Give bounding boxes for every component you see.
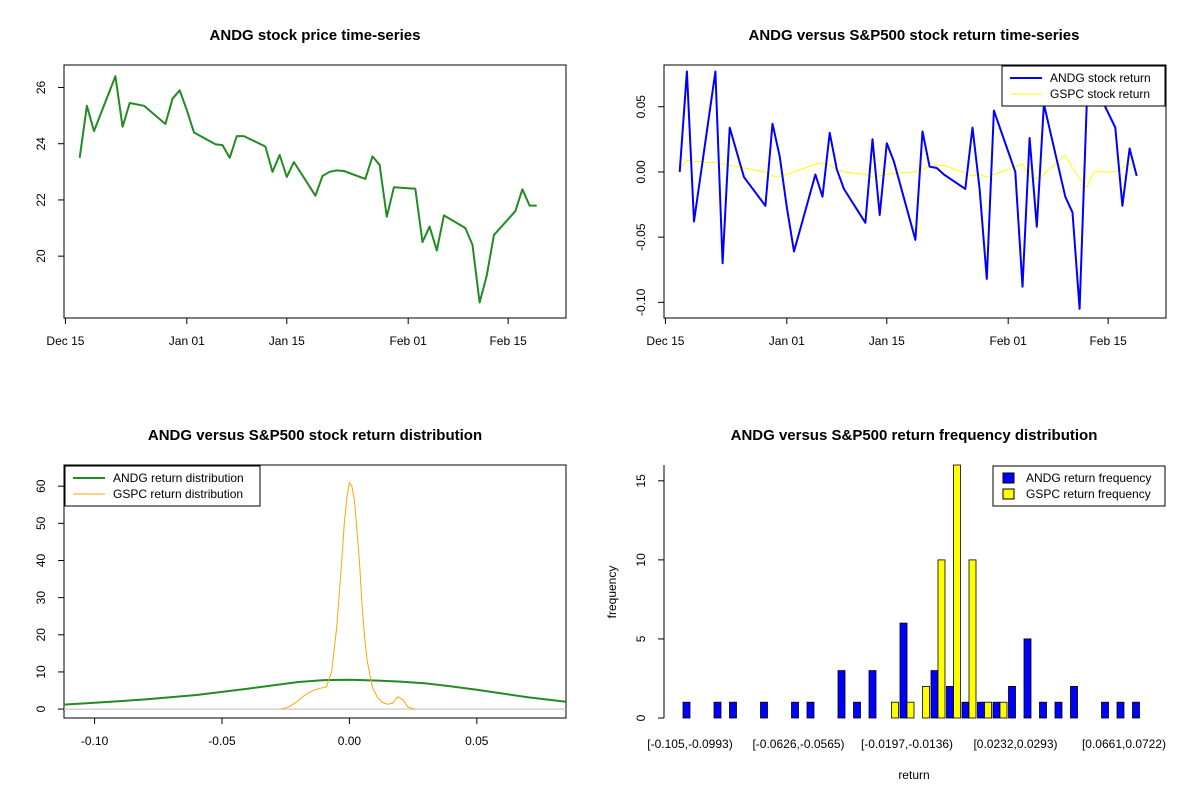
andg-frequency-bar — [760, 701, 768, 719]
density-x-tick-label: 0.00 — [338, 734, 362, 748]
legend-swatch — [1002, 472, 1015, 484]
frequency-chart-title: ANDG versus S&P500 return frequency dist… — [731, 427, 1098, 444]
return-x-tick-label: Jan 15 — [869, 334, 905, 348]
legend-label: ANDG stock return — [1050, 71, 1151, 85]
gspc-frequency-bar — [999, 701, 1008, 719]
andg-frequency-bar — [1070, 686, 1078, 719]
andg-frequency-bar — [868, 670, 877, 719]
density-x-tick-label: 0.05 — [465, 734, 489, 748]
density-y-tick-label: 60 — [34, 479, 48, 493]
gspc-frequency-bar — [984, 701, 992, 719]
frequency-y-tick-label: 0 — [634, 714, 648, 721]
legend-label: GSPC return frequency — [1026, 487, 1151, 501]
andg-frequency-bar — [1008, 686, 1016, 719]
price-x-tick-label: Jan 15 — [269, 334, 305, 348]
price-x-tick-label: Feb 01 — [390, 334, 428, 348]
return-x-tick-label: Feb 15 — [1089, 334, 1127, 348]
density-y-tick-label: 50 — [34, 516, 48, 530]
andg-frequency-bar — [837, 670, 846, 719]
price-y-tick-label: 22 — [34, 193, 48, 207]
price-timeseries-panel: ANDG stock price time-series Dec 15 Jan 0… — [34, 27, 567, 348]
plot-frame — [663, 64, 1167, 319]
legend-swatch — [1002, 488, 1015, 500]
return-timeseries-panel: ANDG versus S&P500 stock return time-ser… — [634, 27, 1167, 348]
andg-frequency-bar — [791, 701, 799, 719]
price-y-tick-label: 26 — [34, 80, 48, 94]
legend-box — [992, 465, 1166, 507]
andg-frequency-bar — [930, 670, 939, 719]
price-y-tick-label: 20 — [34, 249, 48, 263]
andg-frequency-bar — [1023, 638, 1032, 719]
return-y-tick-label: -0.10 — [634, 288, 648, 316]
legend-label: GSPC stock return — [1050, 87, 1150, 101]
price-chart-title: ANDG stock price time-series — [210, 27, 421, 44]
density-y-tick-label: 10 — [34, 665, 48, 679]
andg-frequency-bar — [682, 701, 691, 719]
andg-frequency-bar — [961, 701, 970, 719]
frequency-x-tick-label: [-0.0197,-0.0136) — [861, 737, 953, 751]
return-x-tick-label: Jan 01 — [769, 334, 805, 348]
legend-label: ANDG return frequency — [1026, 471, 1151, 485]
frequency-x-tick-label: [-0.105,-0.0993) — [647, 737, 732, 751]
gspc-frequency-bar — [937, 559, 946, 719]
density-y-tick-label: 20 — [34, 628, 48, 642]
andg-return-line — [678, 70, 1138, 310]
price-line — [78, 75, 537, 304]
andg-frequency-bar — [853, 701, 861, 719]
andg-frequency-bar — [1101, 701, 1109, 719]
density-x-tick-label: -0.05 — [208, 734, 236, 748]
legend-label: ANDG return distribution — [113, 471, 244, 485]
andg-frequency-bar — [1054, 701, 1063, 719]
andg-frequency-bar — [1039, 701, 1047, 719]
price-x-tick-label: Dec 15 — [46, 334, 84, 348]
gspc-frequency-bar — [968, 559, 977, 719]
plot-frame — [63, 64, 567, 319]
frequency-y-axis-label: frequency — [605, 566, 619, 619]
andg-frequency-bar — [729, 701, 737, 719]
plot-frame — [63, 464, 567, 719]
density-y-tick-label: 40 — [34, 553, 48, 567]
return-distribution-panel: ANDG versus S&P500 stock return distribu… — [34, 427, 567, 748]
price-x-tick-label: Jan 01 — [169, 334, 205, 348]
andg-frequency-bar — [977, 701, 985, 719]
legend-box — [64, 465, 261, 507]
andg-frequency-bar — [1132, 701, 1140, 719]
distribution-chart-title: ANDG versus S&P500 stock return distribu… — [148, 427, 482, 444]
andg-frequency-bar — [946, 686, 954, 719]
frequency-x-tick-label: [-0.0626,-0.0565) — [752, 737, 844, 751]
frequency-x-axis-label: return — [898, 768, 929, 782]
density-y-tick-label: 0 — [34, 705, 48, 712]
return-y-tick-label: -0.05 — [634, 223, 648, 251]
frequency-y-tick-label: 10 — [634, 553, 648, 567]
return-x-tick-label: Dec 15 — [646, 334, 684, 348]
legend-box — [1001, 65, 1166, 107]
legend-label: GSPC return distribution — [113, 487, 243, 501]
frequency-x-tick-label: [0.0661,0.0722) — [1082, 737, 1166, 751]
frequency-distribution-panel: ANDG versus S&P500 return frequency dist… — [605, 427, 1166, 782]
return-x-tick-label: Feb 01 — [990, 334, 1028, 348]
andg-frequency-bar — [806, 701, 815, 719]
frequency-y-tick-label: 15 — [634, 474, 648, 488]
andg-density-line — [63, 678, 567, 706]
gspc-frequency-bar — [953, 464, 961, 719]
frequency-y-tick-label: 5 — [634, 635, 648, 642]
price-y-tick-label: 24 — [34, 137, 48, 151]
price-x-tick-label: Feb 15 — [489, 334, 527, 348]
andg-frequency-bar — [1116, 701, 1125, 719]
andg-frequency-bar — [899, 622, 908, 719]
return-y-tick-label: 0.00 — [634, 160, 648, 184]
return-chart-title: ANDG versus S&P500 stock return time-ser… — [749, 27, 1080, 44]
gspc-frequency-bar — [922, 686, 930, 719]
gspc-frequency-bar — [891, 701, 899, 719]
frequency-x-tick-label: [0.0232,0.0293) — [973, 737, 1057, 751]
gspc-frequency-bar — [906, 701, 915, 719]
andg-frequency-bar — [713, 701, 722, 719]
andg-frequency-bar — [992, 701, 1001, 719]
density-x-tick-label: -0.10 — [81, 734, 109, 748]
return-y-tick-label: 0.05 — [634, 95, 648, 119]
density-y-tick-label: 30 — [34, 591, 48, 605]
gspc-density-line — [280, 482, 416, 710]
